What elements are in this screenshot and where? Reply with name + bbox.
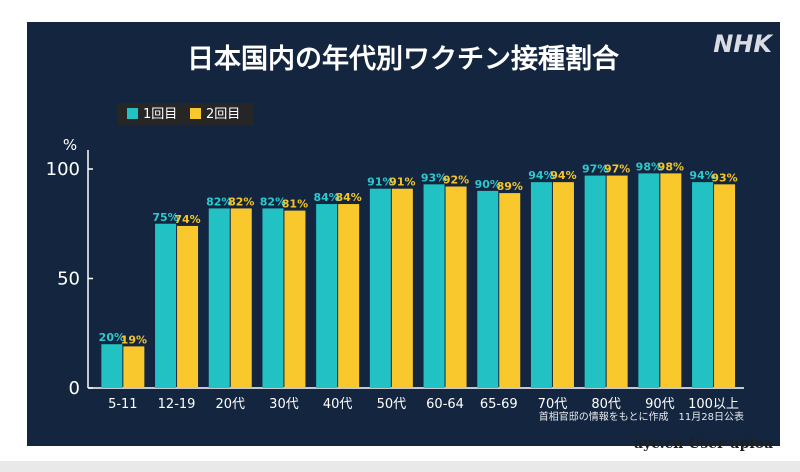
bar-series-2: [660, 173, 682, 388]
x-tick-label: 30代: [269, 397, 299, 412]
bar-value-label: 81%: [282, 198, 308, 211]
x-tick-label: 65-69: [480, 397, 518, 412]
chart-frame: 日本国内の年代別ワクチン接種割合 NHK 1回目 2回目 % 0 50 100 20…: [27, 22, 780, 446]
bar-value-label: 90%: [475, 178, 501, 191]
bar-value-label: 82%: [206, 195, 232, 208]
bar-series-1: [101, 344, 123, 388]
bar-series-1: [477, 190, 499, 388]
bar-value-label: 98%: [636, 160, 662, 173]
x-tick-label: 70代: [538, 397, 568, 412]
legend-label-1: 1回目: [143, 107, 177, 122]
bar-value-label: 20%: [99, 331, 125, 344]
legend-swatch-2: [190, 108, 201, 119]
bar-value-label: 84%: [313, 191, 339, 204]
x-tick-label: 60-64: [426, 397, 464, 412]
bar-series-1: [208, 208, 230, 388]
bar-series-2: [499, 193, 521, 388]
bar-series-1: [369, 188, 391, 388]
bar-value-label: 98%: [658, 160, 684, 173]
bar-value-label: 94%: [689, 169, 715, 182]
legend-box: [118, 103, 254, 125]
bar-series-1: [692, 182, 714, 388]
x-tick-label: 12-19: [158, 397, 196, 412]
bar-series-1: [262, 208, 284, 388]
x-ticks: 5-11 12-19 20代 30代 40代 50代 60-64 65-69 70代 80代 90代…: [108, 397, 739, 412]
legend-label-2: 2回目: [206, 107, 240, 122]
bar-value-label: 75%: [152, 211, 178, 224]
bar-series-2: [391, 188, 413, 388]
bottom-bar: [0, 461, 800, 472]
y-tick-label: 50: [57, 269, 80, 290]
bar-value-label: 74%: [174, 213, 200, 226]
y-ticks: 0 50 100: [46, 159, 93, 399]
bar-value-label: 89%: [497, 180, 523, 193]
bar-value-label: 94%: [550, 169, 576, 182]
bar-value-label: 97%: [582, 163, 608, 176]
bar-series-1: [530, 182, 552, 388]
x-tick-label: 40代: [323, 397, 353, 412]
chart: 日本国内の年代別ワクチン接種割合 NHK 1回目 2回目 % 0 50 100 20…: [46, 30, 775, 423]
bar-series-2: [606, 175, 628, 388]
bar-series-1: [316, 204, 338, 388]
x-tick-label: 80代: [591, 397, 621, 412]
nhk-logo: NHK: [713, 30, 774, 58]
bar-series-1: [155, 223, 177, 388]
bar-series-2: [230, 208, 252, 388]
bar-value-label: 84%: [335, 191, 361, 204]
bar-series-2: [552, 182, 574, 388]
bar-value-label: 92%: [443, 174, 469, 187]
bar-value-label: 91%: [389, 176, 415, 189]
watermark-text: ayc.cn User uploa: [634, 436, 774, 452]
x-tick-label: 100以上: [688, 397, 739, 412]
bar-series-1: [638, 173, 660, 388]
bar-value-label: 19%: [121, 333, 147, 346]
bars: 20%19%75%74%82%82% 82%81%84%84%91%91% 93%9…: [99, 160, 738, 388]
y-axis-label: %: [63, 136, 77, 154]
x-tick-label: 20代: [215, 397, 245, 412]
chart-title: 日本国内の年代別ワクチン接種割合: [187, 43, 619, 75]
y-tick-label: 100: [46, 159, 80, 180]
bar-series-2: [284, 210, 306, 388]
bar-series-2: [714, 184, 736, 388]
bar-series-2: [123, 346, 145, 388]
bar-series-2: [177, 225, 199, 388]
x-tick-label: 50代: [377, 397, 407, 412]
bar-series-1: [423, 184, 445, 388]
bar-series-2: [338, 204, 360, 388]
bar-value-label: 91%: [367, 176, 393, 189]
bar-series-1: [584, 175, 606, 388]
x-tick-label: 90代: [645, 397, 675, 412]
bar-value-label: 94%: [528, 169, 554, 182]
y-tick-label: 0: [69, 378, 80, 399]
bar-value-label: 97%: [604, 163, 630, 176]
x-tick-label: 5-11: [108, 397, 138, 412]
bar-value-label: 82%: [228, 195, 254, 208]
legend: 1回目 2回目: [118, 103, 254, 125]
source-note: 首相官邸の情報をもとに作成 11月28日公表: [539, 410, 744, 423]
bar-value-label: 93%: [711, 171, 737, 184]
bar-series-2: [445, 186, 467, 388]
bar-value-label: 93%: [421, 171, 447, 184]
legend-swatch-1: [127, 108, 138, 119]
bar-value-label: 82%: [260, 195, 286, 208]
